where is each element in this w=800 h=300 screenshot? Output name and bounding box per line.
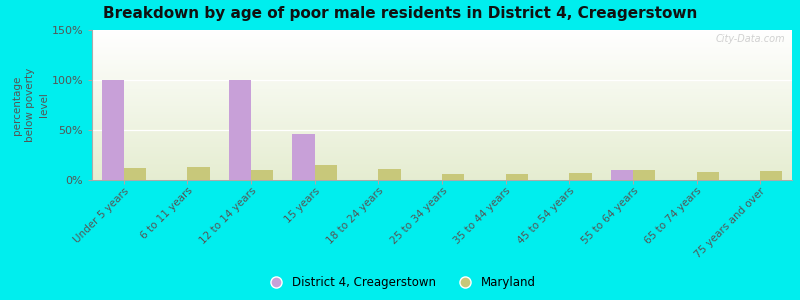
Bar xyxy=(378,169,401,180)
Bar xyxy=(633,170,655,180)
Bar xyxy=(570,173,591,180)
Y-axis label: percentage
below poverty
level: percentage below poverty level xyxy=(12,68,49,142)
Text: City-Data.com: City-Data.com xyxy=(715,34,785,44)
Text: Breakdown by age of poor male residents in District 4, Creagerstown: Breakdown by age of poor male residents … xyxy=(103,6,697,21)
Bar xyxy=(102,80,124,180)
Bar xyxy=(293,134,314,180)
Bar xyxy=(697,172,719,180)
Bar xyxy=(229,80,251,180)
Bar xyxy=(442,174,464,180)
Bar xyxy=(610,170,633,180)
Bar xyxy=(506,174,528,180)
Legend: District 4, Creagerstown, Maryland: District 4, Creagerstown, Maryland xyxy=(260,272,540,294)
Bar xyxy=(187,167,210,180)
Bar xyxy=(760,171,782,180)
Bar xyxy=(124,168,146,180)
Bar xyxy=(314,165,337,180)
Bar xyxy=(251,170,274,180)
